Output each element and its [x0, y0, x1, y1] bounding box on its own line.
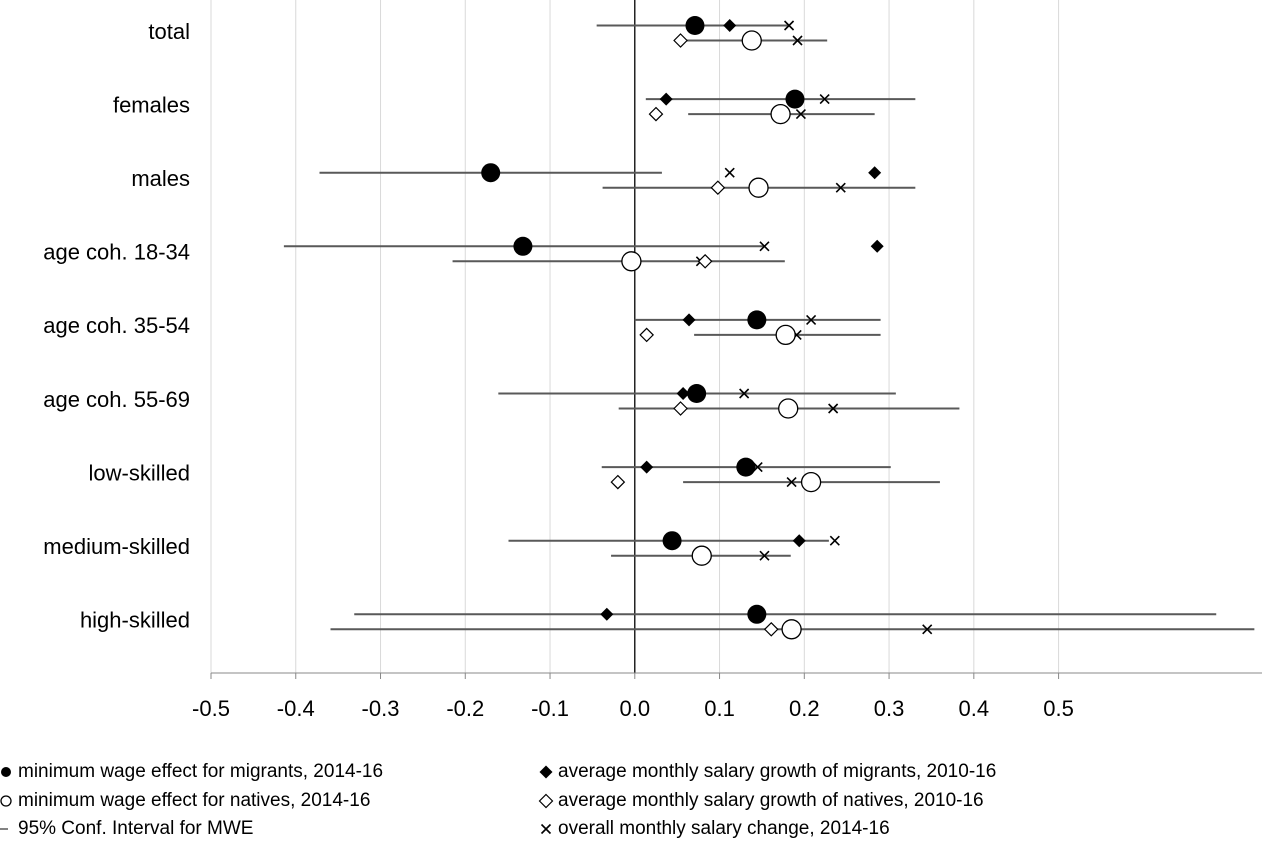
marker-filled-diamond	[723, 19, 737, 32]
category-label: males	[131, 166, 190, 191]
category-label: high-skilled	[80, 608, 190, 633]
marker-filled-circle	[747, 310, 767, 330]
marker-filled-circle	[687, 384, 707, 403]
marker-hollow-diamond	[673, 401, 688, 416]
marker-hollow-circle	[621, 251, 642, 272]
marker-hollow-circle	[778, 398, 799, 419]
marker-x	[922, 624, 933, 635]
legend-marker	[1, 767, 11, 777]
category-label: total	[148, 19, 190, 44]
x-tick-label: 0.0	[619, 696, 650, 721]
marker-hollow-diamond	[673, 33, 688, 48]
marker-x	[795, 109, 806, 120]
legend-label: minimum wage effect for natives, 2014-16	[18, 790, 370, 811]
marker-hollow-circle	[748, 177, 769, 198]
marker-hollow-circle	[691, 545, 712, 566]
marker-x	[792, 35, 803, 46]
marker-hollow-circle	[775, 324, 796, 346]
x-tick-label: -0.1	[531, 696, 569, 721]
marker-filled-diamond	[682, 313, 696, 327]
marker-filled-diamond	[676, 387, 690, 400]
marker-x	[819, 94, 830, 105]
marker-filled-circle	[685, 16, 705, 35]
x-tick-label: 0.3	[874, 696, 905, 721]
marker-x	[759, 241, 770, 252]
marker-x	[786, 477, 797, 488]
x-tick-label: -0.3	[362, 696, 400, 721]
x-tick-label: -0.4	[277, 696, 315, 721]
marker-filled-diamond	[659, 92, 673, 106]
marker-filled-diamond	[868, 166, 882, 180]
category-label: age coh. 35-54	[43, 313, 190, 338]
marker-hollow-circle	[741, 30, 762, 51]
marker-filled-diamond	[870, 239, 884, 253]
legend-label: average monthly salary growth of natives…	[558, 790, 984, 811]
marker-hollow-diamond	[710, 180, 726, 196]
x-tick-label: -0.5	[192, 696, 230, 721]
category-label: females	[113, 92, 190, 117]
marker-filled-circle	[785, 89, 805, 109]
marker-filled-circle	[481, 163, 501, 183]
legend-label: average monthly salary growth of migrant…	[558, 761, 996, 782]
marker-hollow-diamond	[639, 327, 655, 343]
legend-label: minimum wage effect for migrants, 2014-1…	[18, 761, 383, 782]
marker-hollow-diamond	[610, 474, 626, 490]
x-tick-label: 0.4	[959, 696, 990, 721]
marker-x	[759, 550, 770, 561]
legend-marker	[540, 823, 552, 835]
marker-hollow-circle	[770, 103, 791, 125]
x-tick-label: -0.2	[446, 696, 484, 721]
marker-filled-diamond	[792, 534, 806, 548]
x-tick-label: 0.1	[704, 696, 735, 721]
category-label: medium-skilled	[43, 534, 190, 559]
marker-x	[829, 535, 840, 546]
legend-marker	[539, 765, 553, 779]
marker-hollow-circle	[800, 471, 822, 493]
marker-x	[739, 388, 750, 399]
x-tick-label: 0.2	[789, 696, 820, 721]
legend-label: 95% Conf. Interval for MWE	[18, 818, 253, 839]
marker-filled-circle	[662, 531, 682, 551]
marker-filled-diamond	[600, 607, 614, 621]
marker-filled-circle	[747, 604, 767, 624]
marker-x	[724, 167, 735, 178]
marker-hollow-circle	[781, 619, 802, 640]
marker-filled-diamond	[640, 460, 654, 474]
legend-marker	[538, 793, 554, 809]
marker-x	[835, 182, 846, 193]
marker-x	[806, 314, 817, 325]
marker-hollow-diamond	[763, 621, 779, 637]
legend-marker	[0, 795, 12, 807]
marker-hollow-diamond	[697, 253, 713, 269]
marker-filled-circle	[736, 457, 756, 477]
category-label: age coh. 55-69	[43, 387, 190, 412]
legend-label: overall monthly salary change, 2014-16	[558, 818, 890, 839]
marker-hollow-diamond	[648, 106, 664, 122]
marker-filled-circle	[513, 236, 533, 256]
marker-x	[828, 403, 839, 414]
x-tick-label: 0.5	[1043, 696, 1074, 721]
category-label: low-skilled	[89, 460, 190, 485]
category-label: age coh. 18-34	[43, 240, 190, 265]
marker-x	[783, 20, 795, 31]
